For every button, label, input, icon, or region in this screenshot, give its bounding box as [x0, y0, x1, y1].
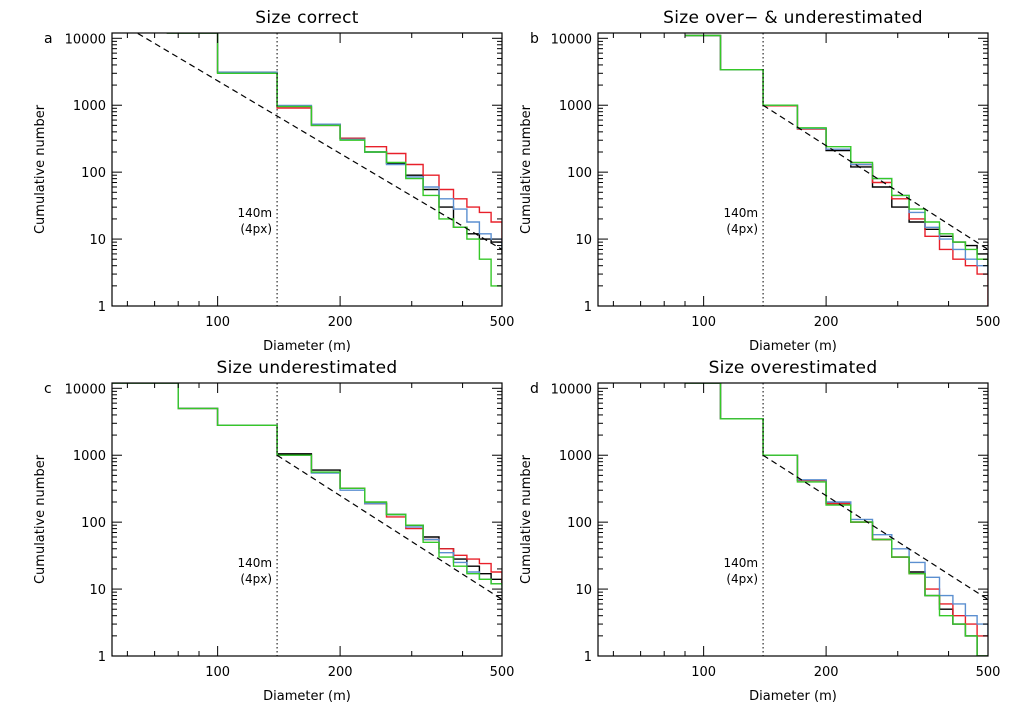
reference-dashed-line	[762, 104, 988, 250]
series-line-black	[685, 34, 988, 275]
annotation-line: (4px)	[726, 222, 758, 236]
x-tick-label: 500	[490, 315, 515, 330]
series-group	[685, 383, 988, 656]
y-axis-label: Cumulative number	[519, 454, 534, 584]
annotation-line: 140m	[723, 556, 758, 570]
x-tick-label: 200	[328, 665, 353, 680]
y-tick-label: 100	[567, 166, 592, 181]
y-tick-label: 100	[81, 166, 106, 181]
series-line-green	[166, 33, 502, 287]
y-tick-label: 1000	[73, 449, 106, 464]
chart-title: Size overestimated	[709, 358, 878, 378]
y-tick-label: 10	[575, 233, 592, 248]
axes-frame	[111, 32, 503, 307]
panel-letter: c	[44, 381, 52, 397]
panel-a: Size correct a 140m (4px) 100 200 500 1 10 100 100…	[33, 8, 514, 354]
series-line-blue	[685, 34, 988, 275]
series-line-red	[112, 383, 502, 584]
series-line-blue	[112, 383, 502, 587]
y-tick-label: 10	[575, 583, 592, 598]
chart-title: Size correct	[255, 8, 358, 28]
y-tick-label: 1	[98, 300, 106, 315]
x-tick-label: 100	[691, 665, 716, 680]
series-line-green	[685, 383, 988, 656]
panel-letter: d	[530, 381, 539, 397]
y-tick-label: 100	[81, 516, 106, 531]
axes-frame	[597, 382, 989, 657]
y-tick-label: 10000	[551, 382, 592, 397]
x-axis-label: Diameter (m)	[749, 339, 837, 354]
x-tick-label: 200	[814, 315, 839, 330]
x-tick-label: 100	[691, 315, 716, 330]
annotation-line: 140m	[237, 556, 272, 570]
series-line-green	[112, 383, 502, 590]
series-line-red	[685, 34, 988, 306]
series-group	[166, 33, 502, 287]
y-tick-label: 10000	[551, 32, 592, 47]
x-tick-label: 500	[490, 665, 515, 680]
y-tick-label: 1	[584, 300, 592, 315]
x-axis-label: Diameter (m)	[749, 689, 837, 704]
y-tick-label: 1000	[559, 99, 592, 114]
series-line-blue	[685, 383, 988, 636]
series-line-red	[685, 383, 988, 637]
series-group	[685, 34, 988, 306]
panel-b: Size over− & underestimated b 140m (4px) 100…	[519, 8, 1000, 354]
annotation-line: 140m	[237, 206, 272, 220]
annotation-line: 140m	[723, 206, 758, 220]
y-tick-label: 10	[89, 233, 106, 248]
y-tick-label: 100	[567, 516, 592, 531]
reference-dashed-line	[135, 33, 502, 250]
y-tick-label: 1000	[73, 99, 106, 114]
x-axis-label: Diameter (m)	[263, 339, 351, 354]
axes-frame	[597, 32, 989, 307]
x-axis-label: Diameter (m)	[263, 689, 351, 704]
panel-d: Size overestimated d 140m (4px) 100 200 500 1 10…	[519, 358, 1000, 704]
reference-dashed-line	[276, 454, 502, 600]
series-line-black	[112, 383, 502, 584]
y-axis-label: Cumulative number	[33, 454, 48, 584]
y-tick-label: 1	[98, 650, 106, 665]
axes-frame	[111, 382, 503, 657]
series-group	[112, 383, 502, 590]
x-tick-label: 500	[976, 315, 1001, 330]
y-tick-label: 10	[89, 583, 106, 598]
annotation-line: (4px)	[240, 572, 272, 586]
y-axis-label: Cumulative number	[519, 104, 534, 234]
x-tick-label: 200	[328, 315, 353, 330]
annotation-line: (4px)	[726, 572, 758, 586]
panel-letter: a	[44, 31, 53, 47]
x-tick-label: 500	[976, 665, 1001, 680]
y-tick-label: 1	[584, 650, 592, 665]
annotation-line: (4px)	[240, 222, 272, 236]
x-tick-label: 100	[205, 315, 230, 330]
chart-title: Size over− & underestimated	[663, 8, 923, 28]
chart-title: Size underestimated	[216, 358, 397, 378]
x-tick-label: 100	[205, 665, 230, 680]
panel-c: Size underestimated c 140m (4px) 100 200 500 1 1…	[33, 358, 514, 704]
y-tick-label: 10000	[65, 32, 106, 47]
y-tick-label: 10000	[65, 382, 106, 397]
series-line-green	[685, 34, 988, 266]
y-tick-label: 1000	[559, 449, 592, 464]
x-tick-label: 200	[814, 665, 839, 680]
y-axis-label: Cumulative number	[33, 104, 48, 234]
reference-dashed-line	[762, 454, 988, 600]
panel-letter: b	[530, 31, 539, 47]
